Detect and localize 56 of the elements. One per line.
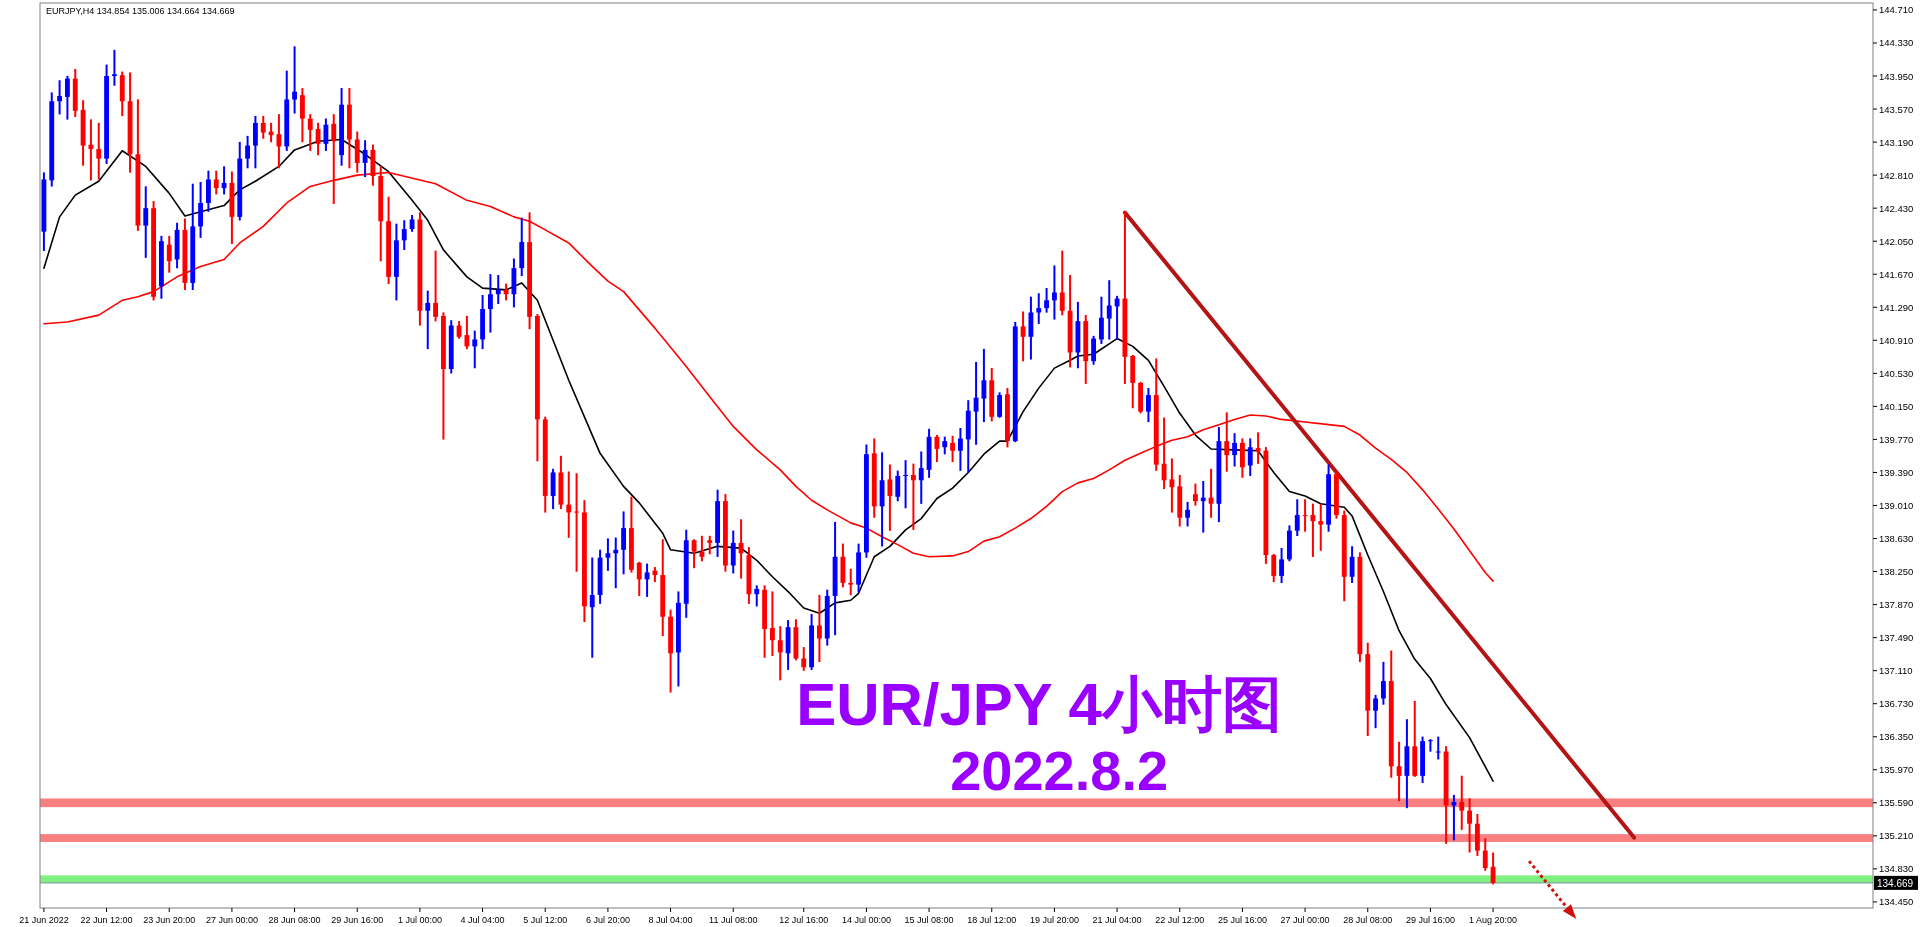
y-tick-label: 138.250 (1879, 566, 1914, 578)
x-tick-label: 21 Jun 2022 (19, 915, 69, 925)
y-tick-label: 134.450 (1879, 896, 1914, 908)
y-tick-label: 139.010 (1879, 499, 1914, 511)
y-tick-label: 136.350 (1879, 731, 1914, 743)
y-tick-label: 141.290 (1879, 301, 1914, 313)
y-tick-label: 144.330 (1879, 37, 1914, 49)
x-tick-label: 14 Jul 00:00 (841, 915, 891, 925)
x-tick-label: 18 Jul 12:00 (967, 915, 1017, 925)
ref-line-label: 134.669 (1877, 877, 1914, 889)
x-tick-label: 19 Jul 20:00 (1029, 915, 1079, 925)
x-tick-label: 28 Jun 08:00 (268, 915, 321, 925)
annotation: EURJPY,H4 134.854 135.006 134.664 134.669 (46, 6, 235, 16)
y-tick-label: 143.190 (1879, 136, 1914, 148)
x-tick-label: 4 Jul 04:00 (460, 915, 505, 925)
y-tick-label: 137.870 (1879, 599, 1914, 611)
y-tick-label: 140.150 (1879, 400, 1914, 412)
y-tick-label: 142.810 (1879, 169, 1914, 181)
y-tick-label: 143.950 (1879, 70, 1914, 82)
x-tick-label: 27 Jul 00:00 (1280, 915, 1330, 925)
x-tick-label: 12 Jul 16:00 (779, 915, 829, 925)
y-tick-label: 139.770 (1879, 433, 1914, 445)
x-tick-label: 29 Jun 16:00 (331, 915, 384, 925)
y-tick-label: 139.390 (1879, 466, 1914, 478)
x-tick-label: 5 Jul 12:00 (523, 915, 568, 925)
x-tick-label: 1 Jul 00:00 (397, 915, 442, 925)
text: EUR/JPY 4小时图 (796, 671, 1282, 738)
y-tick-label: 135.590 (1879, 797, 1914, 809)
x-tick-label: 28 Jul 08:00 (1343, 915, 1393, 925)
x-tick-label: 1 Aug 20:00 (1469, 915, 1518, 925)
x-tick-label: 6 Jul 20:00 (585, 915, 630, 925)
x-tick-label: 21 Jul 04:00 (1092, 915, 1142, 925)
y-tick-label: 144.710 (1879, 4, 1914, 16)
x-tick-label: 8 Jul 04:00 (648, 915, 693, 925)
x-tick-label: 22 Jun 12:00 (80, 915, 133, 925)
x-tick-label: 15 Jul 08:00 (904, 915, 954, 925)
y-tick-label: 134.830 (1879, 863, 1914, 875)
y-tick-label: 137.110 (1879, 665, 1913, 677)
x-tick-label: 11 Jul 08:00 (709, 915, 758, 925)
x-tick-label: 22 Jul 12:00 (1155, 915, 1205, 925)
text: 2022.8.2 (950, 739, 1169, 802)
x-tick-label: 23 Jun 20:00 (143, 915, 196, 925)
y-tick-label: 141.670 (1879, 268, 1914, 280)
y-tick-label: 143.570 (1879, 103, 1914, 115)
y-tick-label: 138.630 (1879, 533, 1914, 545)
y-tick-label: 140.530 (1879, 367, 1914, 379)
y-tick-label: 140.910 (1879, 334, 1914, 346)
y-tick-label: 136.730 (1879, 698, 1914, 710)
x-tick-label: 29 Jul 16:00 (1405, 915, 1455, 925)
y-tick-label: 137.490 (1879, 632, 1914, 644)
y-tick-label: 142.430 (1879, 202, 1914, 214)
y-tick-label: 135.210 (1879, 830, 1914, 842)
x-tick-label: 25 Jul 16:00 (1217, 915, 1267, 925)
x-tick-label: 27 Jun 00:00 (205, 915, 258, 925)
y-tick-label: 135.970 (1879, 764, 1914, 776)
y-tick-label: 142.050 (1879, 235, 1914, 247)
